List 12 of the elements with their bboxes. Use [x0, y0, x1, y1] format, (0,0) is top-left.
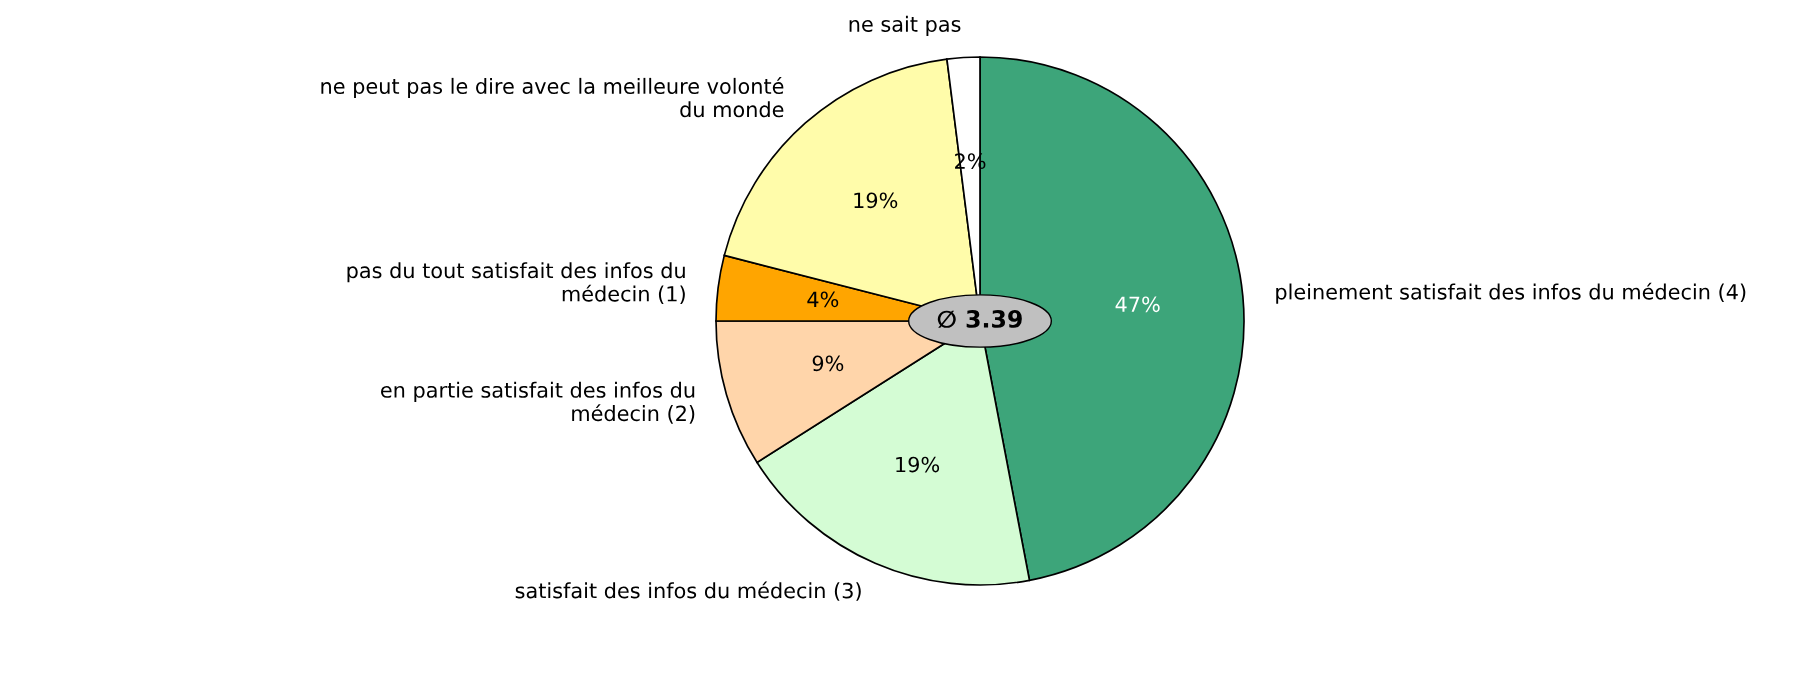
data-label: 9%	[812, 355, 844, 372]
slice-label: pleinement satisfait des infos du médecin (4)	[1276, 282, 1746, 304]
slice-label: ne peut pas le dire avec la meilleure volonté du monde	[321, 77, 784, 118]
data-label: 47%	[1115, 296, 1160, 313]
text: ∅ 3.39	[937, 309, 1022, 328]
slice-label: en partie satisfait des infos du médecin (2)	[381, 381, 695, 424]
slice-label: pas du tout satisfait des infos du médecin (1)	[347, 262, 685, 305]
data-label: 4%	[807, 291, 839, 308]
slice-label: ne sait pas	[849, 15, 961, 36]
slice-label: satisfait des infos du médecin (3)	[515, 581, 861, 601]
data-label: 19%	[854, 192, 898, 209]
data-label: 19%	[896, 456, 940, 473]
